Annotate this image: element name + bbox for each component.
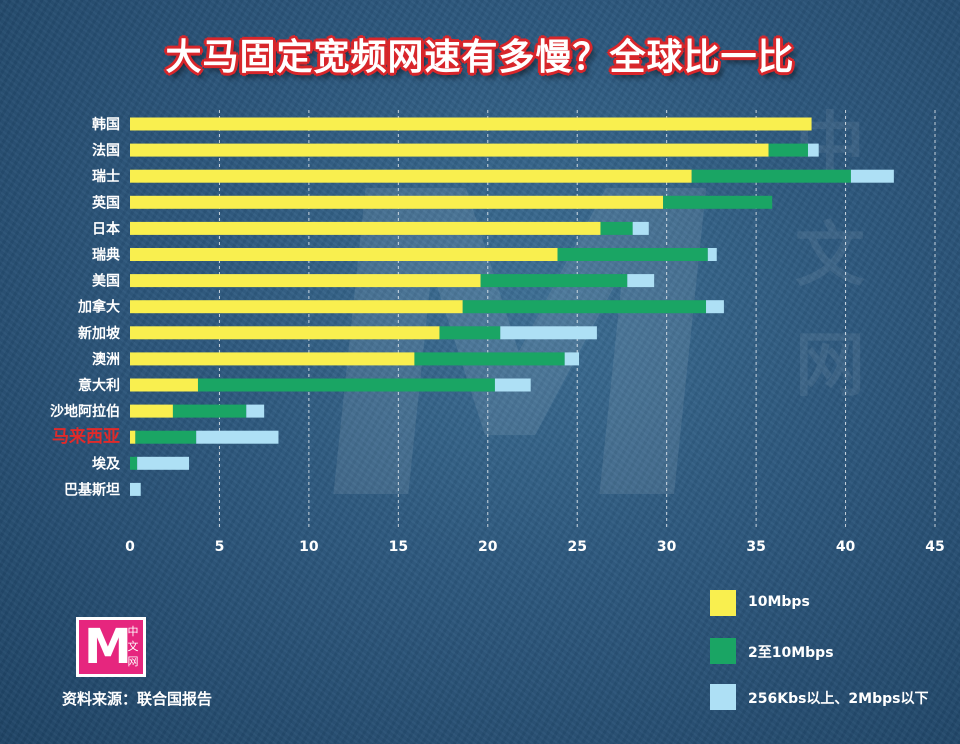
logo-text: 中文网 <box>127 625 139 668</box>
legend-item-2-10mbps: 2至10Mbps <box>710 638 950 668</box>
category-label-3: 英国 <box>91 194 120 211</box>
bar-2-series-2 <box>850 169 894 183</box>
chart-title: 大马固定宽频网速有多慢？全球比一比 <box>165 37 795 78</box>
bar-11-series-0 <box>130 404 173 418</box>
x-tick-label-20: 20 <box>478 539 498 555</box>
bar-8-series-1 <box>439 326 501 340</box>
bar-4-series-1 <box>600 221 633 235</box>
bar-12-series-2 <box>196 430 279 444</box>
source-note: 资料来源：联合国报告 <box>62 690 213 708</box>
bar-7-series-2 <box>706 300 724 314</box>
bar-9-series-0 <box>130 352 415 366</box>
bar-7-series-0 <box>130 300 463 314</box>
bar-11-series-1 <box>172 404 247 418</box>
category-label-14: 巴基斯坦 <box>64 481 120 498</box>
bar-9-series-1 <box>414 352 565 366</box>
bar-12-series-0 <box>130 430 136 444</box>
bar-6-series-0 <box>130 274 481 288</box>
bar-3-series-0 <box>130 195 664 209</box>
category-label-10: 意大利 <box>78 377 120 394</box>
bar-1-series-0 <box>130 143 769 157</box>
category-label-11: 沙地阿拉伯 <box>50 403 120 420</box>
bar-10-series-2 <box>494 378 531 392</box>
bar-12-series-1 <box>135 430 197 444</box>
category-label-13: 埃及 <box>92 455 121 472</box>
category-label-0: 韩国 <box>92 116 120 133</box>
bar-4-series-0 <box>130 221 601 235</box>
x-tick-label-35: 35 <box>746 539 765 555</box>
bar-7-series-1 <box>462 300 707 314</box>
x-tick-label-5: 5 <box>215 539 225 555</box>
x-tick-label-10: 10 <box>299 539 319 555</box>
legend-label-256kbs-2mbps: 256Kbs以上、2Mbps以下 <box>748 691 929 707</box>
bar-11-series-2 <box>246 404 265 418</box>
legend-swatch-10mbps <box>710 590 736 616</box>
bar-1-series-1 <box>768 143 808 157</box>
category-label-12: 马来西亚 <box>52 426 120 447</box>
category-label-8: 新加坡 <box>78 325 121 342</box>
legend-item-256kbs-2mbps: 256Kbs以上、2Mbps以下 <box>710 684 950 714</box>
category-label-7: 加拿大 <box>77 299 120 316</box>
bar-8-series-2 <box>500 326 597 340</box>
bar-5-series-1 <box>557 248 708 261</box>
category-label-5: 瑞典 <box>92 247 120 264</box>
bar-6-series-1 <box>480 274 628 288</box>
legend-swatch-256kbs-2mbps <box>710 684 736 710</box>
legend-label-10mbps: 10Mbps <box>748 594 810 610</box>
category-label-9: 澳洲 <box>92 351 120 368</box>
bar-0-series-0 <box>130 117 812 131</box>
x-tick-label-45: 45 <box>925 539 944 555</box>
bar-2-series-1 <box>691 169 851 183</box>
legend-label-2-10mbps: 2至10Mbps <box>748 645 834 661</box>
bar-14-series-2 <box>130 482 141 496</box>
bar-3-series-1 <box>663 195 773 209</box>
bar-13-series-2 <box>137 456 190 470</box>
bar-8-series-0 <box>130 326 440 340</box>
x-tick-label-15: 15 <box>389 539 408 555</box>
bar-5-series-2 <box>707 248 717 261</box>
x-tick-label-0: 0 <box>125 539 135 555</box>
legend-swatch-2-10mbps <box>710 638 736 664</box>
bar-5-series-0 <box>130 248 558 261</box>
x-tick-label-25: 25 <box>567 539 586 555</box>
bar-6-series-2 <box>627 274 655 288</box>
category-label-2: 瑞士 <box>92 168 120 185</box>
bar-10-series-0 <box>130 378 198 392</box>
brand-logo: M 中文网 <box>76 617 146 677</box>
x-tick-label-40: 40 <box>836 539 856 555</box>
bar-10-series-1 <box>197 378 495 392</box>
category-label-1: 法国 <box>92 142 120 159</box>
category-label-6: 美国 <box>92 273 120 290</box>
category-label-4: 日本 <box>92 220 121 237</box>
bar-2-series-0 <box>130 169 692 183</box>
x-tick-label-30: 30 <box>657 539 677 555</box>
logo-letter: M <box>84 619 132 675</box>
legend-item-10mbps: 10Mbps <box>710 590 950 620</box>
bar-1-series-2 <box>807 143 819 157</box>
bar-9-series-2 <box>564 352 580 366</box>
bar-13-series-1 <box>130 456 138 470</box>
bar-4-series-2 <box>632 221 649 235</box>
